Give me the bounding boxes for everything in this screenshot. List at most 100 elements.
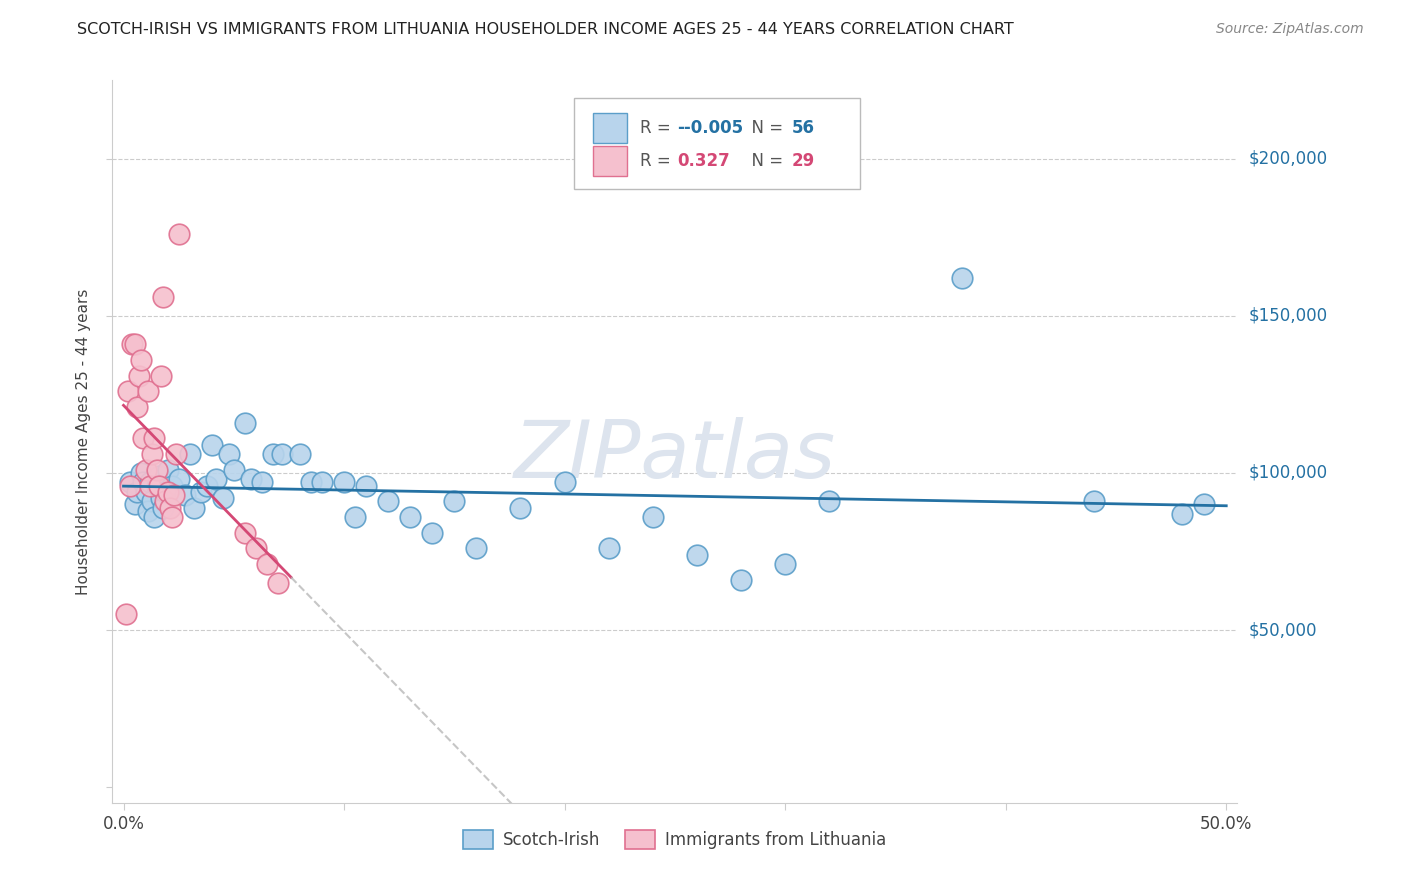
Point (114, 607, 136, 622)
Text: 29: 29 (792, 153, 815, 170)
Point (183, 500, 205, 515)
Text: ZIPatlas: ZIPatlas (513, 417, 837, 495)
Point (139, 478, 162, 492)
Point (554, 475, 576, 490)
Point (136, 384, 159, 399)
Point (124, 337, 146, 351)
Point (135, 484, 157, 499)
Point (195, 478, 218, 492)
Point (129, 352, 152, 367)
Point (179, 447, 201, 461)
Point (132, 475, 155, 490)
Text: --0.005: --0.005 (678, 119, 744, 137)
Point (145, 463, 167, 477)
Point (129, 466, 152, 480)
FancyBboxPatch shape (574, 98, 860, 189)
Point (233, 525, 256, 540)
Point (148, 469, 170, 483)
Text: $200,000: $200,000 (1249, 150, 1327, 168)
Point (598, 541, 620, 556)
Legend: Scotch-Irish, Immigrants from Lithuania: Scotch-Irish, Immigrants from Lithuania (457, 823, 893, 856)
Text: R =: R = (640, 153, 676, 170)
Point (128, 368, 150, 383)
Point (271, 447, 294, 461)
Point (125, 400, 148, 414)
Point (160, 510, 183, 524)
Point (686, 548, 709, 562)
Text: Source: ZipAtlas.com: Source: ZipAtlas.com (1216, 22, 1364, 37)
Y-axis label: Householder Income Ages 25 - 44 years: Householder Income Ages 25 - 44 years (76, 288, 91, 595)
Point (174, 488, 197, 502)
Point (143, 510, 166, 524)
Point (465, 541, 488, 556)
Point (152, 500, 174, 515)
Point (139, 475, 162, 490)
Point (267, 575, 290, 590)
Point (641, 510, 664, 524)
Point (420, 525, 443, 540)
Point (201, 438, 224, 452)
Point (167, 227, 190, 242)
Point (252, 475, 274, 490)
Text: N =: N = (741, 153, 789, 170)
Point (156, 463, 179, 477)
Point (163, 488, 186, 502)
Point (125, 484, 148, 499)
Point (299, 475, 322, 490)
Point (354, 478, 377, 492)
Point (117, 384, 139, 399)
Point (148, 478, 170, 492)
Point (730, 573, 752, 587)
Point (256, 557, 278, 571)
Point (218, 447, 240, 461)
Point (141, 447, 163, 461)
Point (344, 510, 367, 524)
Point (165, 447, 187, 461)
Point (1171, 507, 1194, 521)
Point (950, 271, 973, 285)
Point (160, 478, 183, 492)
Text: R =: R = (640, 119, 676, 137)
Text: N =: N = (741, 119, 789, 137)
Point (120, 475, 142, 490)
Point (245, 541, 267, 556)
Point (1083, 494, 1105, 508)
Point (233, 416, 256, 430)
Point (159, 500, 181, 515)
Point (377, 494, 399, 508)
Point (132, 431, 155, 445)
Bar (593, 146, 627, 177)
Point (1192, 497, 1215, 511)
Text: $50,000: $50,000 (1249, 621, 1317, 639)
Point (136, 503, 159, 517)
Point (773, 557, 796, 571)
Point (399, 510, 422, 524)
Point (145, 478, 167, 492)
Point (155, 484, 177, 499)
Point (240, 472, 263, 486)
Point (120, 478, 142, 492)
Point (311, 475, 333, 490)
Bar (593, 112, 627, 143)
Point (156, 484, 179, 499)
Point (263, 447, 285, 461)
Text: 56: 56 (792, 119, 815, 137)
Point (121, 337, 143, 351)
Text: $150,000: $150,000 (1249, 307, 1327, 325)
Point (333, 475, 356, 490)
Point (143, 431, 166, 445)
Point (141, 494, 163, 508)
Point (135, 463, 157, 477)
Text: $100,000: $100,000 (1249, 464, 1327, 482)
Point (167, 472, 190, 486)
Point (190, 484, 212, 499)
Point (818, 494, 841, 508)
Point (443, 494, 465, 508)
Point (288, 447, 311, 461)
Point (211, 491, 233, 505)
Point (509, 500, 531, 515)
Point (205, 472, 228, 486)
Point (155, 494, 177, 508)
Point (150, 368, 173, 383)
Point (124, 497, 146, 511)
